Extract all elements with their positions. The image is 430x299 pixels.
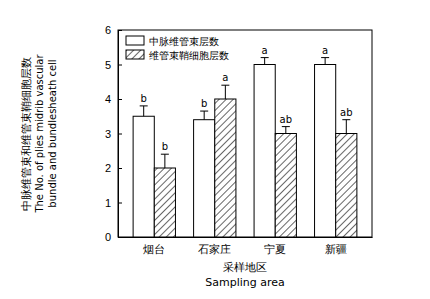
x-tick-label: 新疆 — [325, 243, 347, 255]
x-axis-title: 采样地区 — [223, 261, 267, 274]
error-bar-stem — [225, 85, 226, 99]
y-tick-mark — [118, 134, 122, 135]
y-axis: 0 1 2 3 4 5 6 — [105, 24, 122, 243]
y-tick: 1 — [105, 197, 122, 209]
y-tick: 2 — [105, 162, 122, 174]
bar — [315, 65, 336, 238]
bar — [133, 116, 154, 237]
error-bar-cap — [261, 57, 269, 58]
error-bar-cap — [140, 105, 148, 106]
legend-label: 中脉维管束层数 — [149, 36, 219, 47]
x-axis-title: Sampling area — [205, 276, 285, 289]
x-tick-label: 石家庄 — [198, 243, 231, 255]
bar — [194, 120, 215, 237]
error-bar-stem — [164, 154, 165, 168]
bars — [133, 58, 357, 237]
legend: 中脉维管束层数维管束鞘细胞层数 — [126, 36, 229, 61]
x-tick-label: 宁夏 — [264, 243, 286, 255]
legend-swatch — [126, 50, 144, 59]
y-tick-mark — [118, 30, 122, 31]
error-bar-cap — [282, 126, 290, 127]
y-axis-title: bundle and bundlesheath cell — [47, 59, 58, 207]
error-bar-stem — [325, 58, 326, 65]
y-tick-label: 1 — [105, 197, 111, 209]
y-tick-mark — [118, 203, 122, 204]
y-tick: 3 — [105, 128, 122, 140]
y-tick: 6 — [105, 24, 122, 36]
letters: bbaabaabab — [141, 45, 353, 153]
y-tick-label: 6 — [105, 24, 111, 36]
error-bar — [200, 111, 208, 120]
error-bar — [282, 127, 290, 134]
y-tick-label: 5 — [105, 59, 111, 71]
error-bar — [161, 154, 169, 168]
significance-letter: b — [141, 93, 147, 104]
bar — [215, 99, 236, 237]
legend-item: 维管束鞘细胞层数 — [126, 50, 229, 61]
bar — [336, 134, 357, 238]
error-bar-cap — [221, 85, 229, 86]
significance-letter: b — [162, 141, 168, 152]
y-tick-label: 3 — [105, 128, 111, 140]
error-bar-stem — [285, 127, 286, 134]
error-bar — [321, 58, 329, 65]
significance-letter: ab — [340, 107, 352, 118]
y-tick: 4 — [105, 93, 122, 105]
error-bar-stem — [346, 120, 347, 134]
y-axis-title: The No. of plies midrib vascular — [34, 54, 45, 214]
error-bar-cap — [161, 154, 169, 155]
y-tick-mark — [118, 168, 122, 169]
error-bar-cap — [200, 111, 208, 112]
bar — [275, 134, 296, 238]
y-tick-mark — [118, 99, 122, 100]
significance-letter: b — [201, 98, 207, 109]
error-bar — [140, 106, 148, 116]
bar — [254, 65, 275, 238]
x-axis-line — [119, 237, 373, 238]
plot-frame — [118, 30, 372, 237]
significance-letter: a — [222, 72, 228, 83]
legend-item: 中脉维管束层数 — [126, 36, 219, 47]
error-bar — [342, 120, 350, 134]
y-tick-label: 4 — [105, 93, 111, 105]
bar — [154, 168, 175, 237]
error-bar — [261, 58, 269, 65]
y-tick: 5 — [105, 59, 122, 71]
y-tick-label: 2 — [105, 162, 111, 174]
legend-swatch — [126, 36, 144, 45]
y-axis-title: 中脉维管束和维管束鞘细胞层数 — [20, 57, 33, 211]
legend-label: 维管束鞘细胞层数 — [149, 50, 229, 61]
y-tick-mark — [118, 65, 122, 66]
plot: 0123456烟台石家庄宁夏新疆bbaabaabab中脉维管束层数维管束鞘细胞层… — [105, 24, 373, 255]
error-bar-stem — [143, 106, 144, 116]
y-tick-label: 0 — [105, 231, 111, 243]
significance-letter: a — [262, 45, 268, 56]
significance-letter: ab — [280, 114, 292, 125]
x-tick-label: 烟台 — [143, 243, 165, 255]
error-bar-stem — [264, 58, 265, 65]
error-bar-cap — [342, 119, 350, 120]
error-bar — [221, 85, 229, 99]
error-bar-cap — [321, 57, 329, 58]
significance-letter: a — [322, 45, 328, 56]
error-bar-stem — [204, 111, 205, 120]
